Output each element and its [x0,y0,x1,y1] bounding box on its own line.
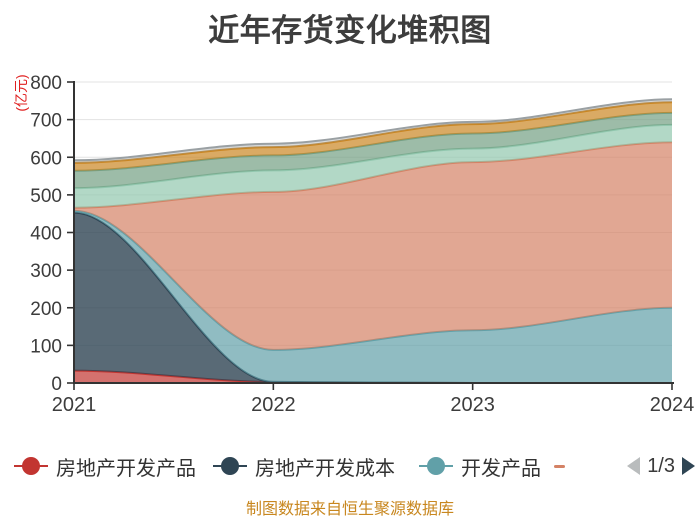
legend-next-icon[interactable] [682,457,695,475]
y-tick-label: 100 [30,336,62,357]
legend-item-3[interactable]: 开发产品 [419,452,541,481]
legend-prev-icon[interactable] [627,457,641,475]
legend-item-label: 房地产开发产品 [56,457,196,480]
area-series-4[interactable] [74,142,672,350]
legend-pager: 1/3 [627,455,695,478]
line-series-8 [73,98,673,162]
x-tick-label: 2023 [450,394,495,416]
legend-item-2[interactable]: 房地产开发成本 [213,452,395,481]
legend-dot [427,457,445,475]
x-tick-label: 2024 [650,394,695,416]
legend-page-indicator: 1/3 [647,454,675,477]
y-tick-label: 700 [30,111,62,132]
area-开发产品[interactable] [74,210,672,383]
legend: 房地产开发产品 房地产开发成本 开发产品 1/3 [14,451,695,481]
y-tick-label: 200 [30,299,62,320]
area-房地产开发成本[interactable] [74,212,672,383]
legend-item-1[interactable]: 房地产开发产品 [14,452,196,481]
stacked-area-chart[interactable]: 0 100 200 300 400 500 600 700 800 2021 2022 2023 202… [0,0,700,430]
legend-item-label: 房地产开发成本 [255,457,395,480]
y-tick-label: 0 [51,374,62,395]
legend-line-circle-icon [213,456,247,476]
legend-dot [22,457,40,475]
y-tick-label: 300 [30,261,62,282]
y-tick-label: 800 [30,73,62,94]
x-tick-label: 2021 [52,394,97,416]
area-房地产开发产品[interactable] [74,370,672,383]
legend-line-circle-icon [14,456,48,476]
legend-dot [221,457,239,475]
y-tick-label: 500 [30,186,62,207]
chart-title: 近年存货变化堆积图 [208,13,492,48]
y-tick-label: 400 [30,224,62,245]
x-tick-label: 2022 [251,394,296,416]
area-series-6[interactable] [74,112,672,189]
legend-line-circle-icon [419,456,453,476]
legend-truncated-item-dash [554,464,565,468]
data-source-note: 制图数据来自恒生聚源数据库 [245,501,454,518]
line-series-7 [73,101,673,164]
legend-item-label: 开发产品 [461,457,541,480]
y-tick-label: 600 [30,148,62,169]
